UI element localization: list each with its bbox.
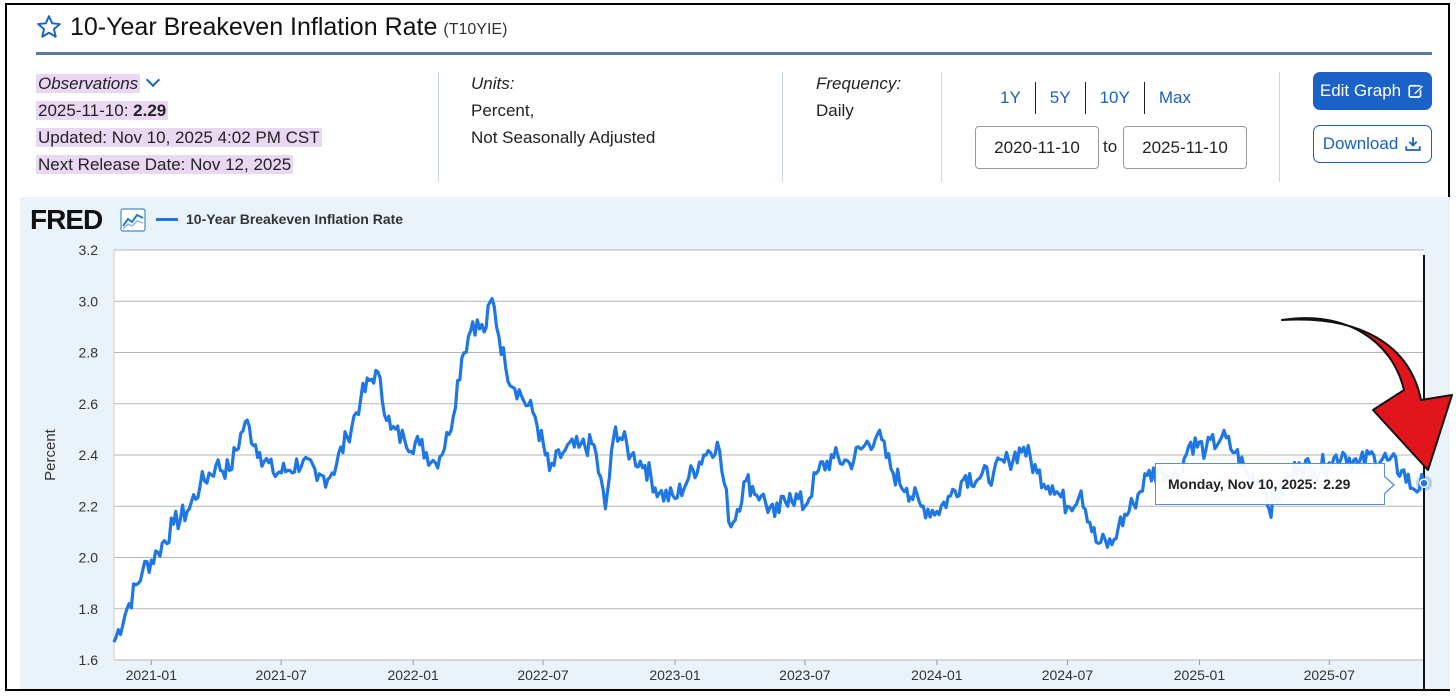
series-id: (T10YIE) [443, 21, 508, 38]
units-line-1: Percent, [471, 101, 535, 120]
y-tick-label: 3.2 [79, 242, 99, 258]
range-divider [1143, 82, 1145, 114]
star-icon[interactable] [36, 14, 62, 40]
download-button[interactable]: Download [1313, 125, 1432, 163]
x-tick-label: 2021-01 [126, 667, 178, 683]
annotation-arrow [1281, 317, 1453, 471]
legend-label: 10-Year Breakeven Inflation Rate [186, 211, 404, 227]
fred-graph-icon [120, 208, 146, 232]
to-label: to [1103, 137, 1118, 156]
observations-dropdown[interactable]: Observations [36, 74, 141, 93]
title-divider [36, 52, 1432, 55]
edit-graph-button[interactable]: Edit Graph [1313, 72, 1432, 110]
column-divider [438, 72, 439, 182]
series-line [112, 297, 1426, 643]
y-tick-label: 2.6 [79, 396, 99, 412]
updated-text: Updated: Nov 10, 2025 4:02 PM CST [36, 128, 322, 147]
x-tick-label: 2024-01 [911, 667, 963, 683]
y-axis-label: Percent [42, 428, 59, 481]
y-tick-label: 1.8 [79, 601, 99, 617]
range-divider [1084, 82, 1086, 114]
units-line-2: Not Seasonally Adjusted [471, 128, 656, 147]
y-tick-label: 2.4 [79, 447, 99, 463]
start-date-input[interactable]: 2020-11-10 [975, 126, 1099, 169]
tooltip-label: Monday, Nov 10, 2025: [1168, 476, 1318, 492]
tooltip-pointer-inner [1383, 476, 1393, 494]
column-divider [782, 72, 783, 182]
y-tick-label: 1.6 [79, 652, 99, 668]
observations-panel: Observations 2025-11-10: 2.29 Updated: N… [36, 70, 322, 178]
range-max-button[interactable]: Max [1158, 88, 1191, 107]
page-title: 10-Year Breakeven Inflation Rate [70, 12, 438, 41]
units-label: Units: [471, 74, 515, 93]
x-tick-label: 2023-07 [779, 667, 831, 683]
tooltip: Monday, Nov 10, 2025: 2.29 [1155, 463, 1395, 505]
title-row: 10-Year Breakeven Inflation Rate (T10YIE… [36, 10, 507, 44]
frequency-panel: Frequency: Daily [816, 70, 901, 124]
latest-value: 2.29 [133, 101, 167, 120]
range-5y-button[interactable]: 5Y [1049, 88, 1071, 107]
download-label: Download [1322, 134, 1399, 153]
x-tick-label: 2022-01 [387, 667, 439, 683]
next-release-text: Next Release Date: Nov 12, 2025 [36, 155, 294, 174]
y-tick-label: 2.2 [79, 498, 99, 514]
frequency-label: Frequency: [816, 74, 902, 93]
column-divider [941, 72, 942, 182]
x-tick-label: 2024-07 [1042, 667, 1094, 683]
x-tick-label: 2025-01 [1174, 667, 1226, 683]
y-tick-label: 3.0 [79, 293, 99, 309]
edit-graph-label: Edit Graph [1319, 81, 1402, 100]
end-date-input[interactable]: 2025-11-10 [1123, 126, 1247, 169]
y-tick-label: 2.8 [79, 345, 99, 361]
range-divider [1034, 82, 1036, 114]
tooltip-value: 2.29 [1323, 476, 1351, 492]
edit-icon [1408, 84, 1425, 98]
units-panel: Units: Percent, Not Seasonally Adjusted [471, 70, 655, 151]
x-tick-label: 2025-07 [1304, 667, 1356, 683]
legend-swatch [156, 217, 178, 221]
download-icon [1405, 137, 1421, 151]
x-tick-label: 2021-07 [255, 667, 307, 683]
y-tick-label: 2.0 [79, 550, 99, 566]
x-tick-label: 2022-07 [517, 667, 569, 683]
latest-observation: 2025-11-10: 2.29 [36, 101, 169, 120]
hover-point [1419, 478, 1429, 488]
range-1y-button[interactable]: 1Y [1000, 88, 1021, 107]
latest-date: 2025-11-10: [38, 101, 129, 120]
fred-logo: FRED [30, 204, 103, 235]
range-10y-button[interactable]: 10Y [1099, 88, 1130, 107]
range-selector: 1Y 5Y 10Y Max [986, 80, 1205, 116]
x-tick-label: 2023-01 [649, 667, 701, 683]
column-divider [1279, 72, 1280, 182]
frequency-value: Daily [816, 101, 854, 120]
chart-legend[interactable]: 10-Year Breakeven Inflation Rate [156, 211, 403, 227]
